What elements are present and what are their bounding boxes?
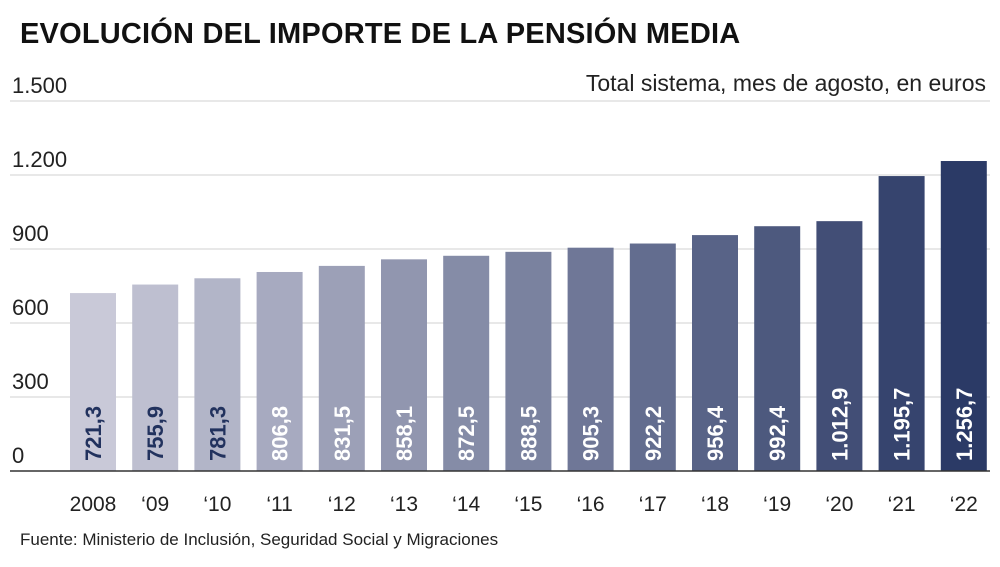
bar: [256, 271, 303, 471]
y-tick-label: 1.200: [12, 147, 67, 172]
y-tick-label: 1.500: [12, 73, 67, 98]
bar: [381, 259, 427, 471]
x-tick-label: ‘21: [888, 493, 916, 516]
bar-value-label: 858,1: [392, 406, 417, 461]
x-tick-label: ‘13: [390, 493, 418, 516]
x-tick-label: ‘18: [701, 493, 729, 516]
bar-value-label: 806,8: [268, 406, 293, 461]
y-tick-label: 600: [12, 295, 49, 320]
bar: [940, 161, 987, 471]
bar: [443, 255, 490, 471]
x-tick-label: ‘10: [203, 493, 231, 516]
bar-value-label: 956,4: [703, 405, 728, 461]
x-tick-label: ‘15: [514, 493, 542, 516]
bar-value-label: 831,5: [330, 406, 355, 461]
bar-value-label: 781,3: [205, 406, 230, 461]
bar-value-label: 992,4: [765, 405, 790, 461]
bar: [194, 278, 241, 471]
x-axis-ticks: 2008 ‘09 ‘10 ‘11 ‘12 ‘13 ‘14 ‘15 ‘16 ‘17 ‘18 ‘19 ‘20…: [70, 493, 978, 516]
bar: [816, 221, 863, 471]
x-tick-label: ‘16: [577, 493, 605, 516]
chart-title: EVOLUCIÓN DEL IMPORTE DE LA PENSIÓN MEDI…: [20, 18, 741, 50]
bar-value-label: 888,5: [516, 406, 541, 461]
bar-value-label: 905,3: [579, 406, 604, 461]
x-tick-label: ‘19: [763, 493, 791, 516]
y-tick-label: 0: [12, 443, 24, 468]
x-tick-label: ‘14: [452, 493, 480, 516]
x-tick-label: ‘22: [950, 493, 978, 516]
chart-subtitle: Total sistema, mes de agosto, en euros: [585, 70, 986, 96]
bar-value-label: 922,2: [641, 406, 666, 461]
bar-value-label: 755,9: [143, 406, 168, 461]
bar: [878, 176, 925, 471]
bar: [567, 247, 614, 471]
y-tick-label: 900: [12, 221, 49, 246]
x-tick-label: ‘09: [141, 493, 169, 516]
y-axis-ticks: 0 300 600 900 1.200 1.500: [12, 73, 67, 468]
x-tick-label: ‘20: [825, 493, 853, 516]
x-tick-label: ‘12: [328, 493, 356, 516]
bar: [132, 284, 179, 471]
bar: [505, 251, 552, 471]
bar-value-label: 1.012,9: [827, 388, 852, 461]
bars: 721,3 755,9 781,3 806,8 831,5 858,1 872,5 888,5…: [70, 161, 987, 471]
bar-value-label: 1.256,7: [952, 388, 977, 461]
y-tick-label: 300: [12, 369, 49, 394]
bar: [70, 293, 116, 471]
x-tick-label: ‘11: [266, 493, 292, 516]
bar: [692, 235, 738, 471]
x-tick-label: ‘17: [639, 493, 667, 516]
bar-value-label: 721,3: [81, 406, 106, 461]
bar-value-label: 872,5: [454, 406, 479, 461]
chart-source: Fuente: Ministerio de Inclusión, Segurid…: [20, 530, 499, 549]
bar: [629, 243, 676, 471]
x-tick-label: 2008: [70, 493, 117, 516]
bar: [754, 226, 801, 471]
bar: [318, 265, 365, 471]
bar-value-label: 1.195,7: [890, 388, 915, 461]
